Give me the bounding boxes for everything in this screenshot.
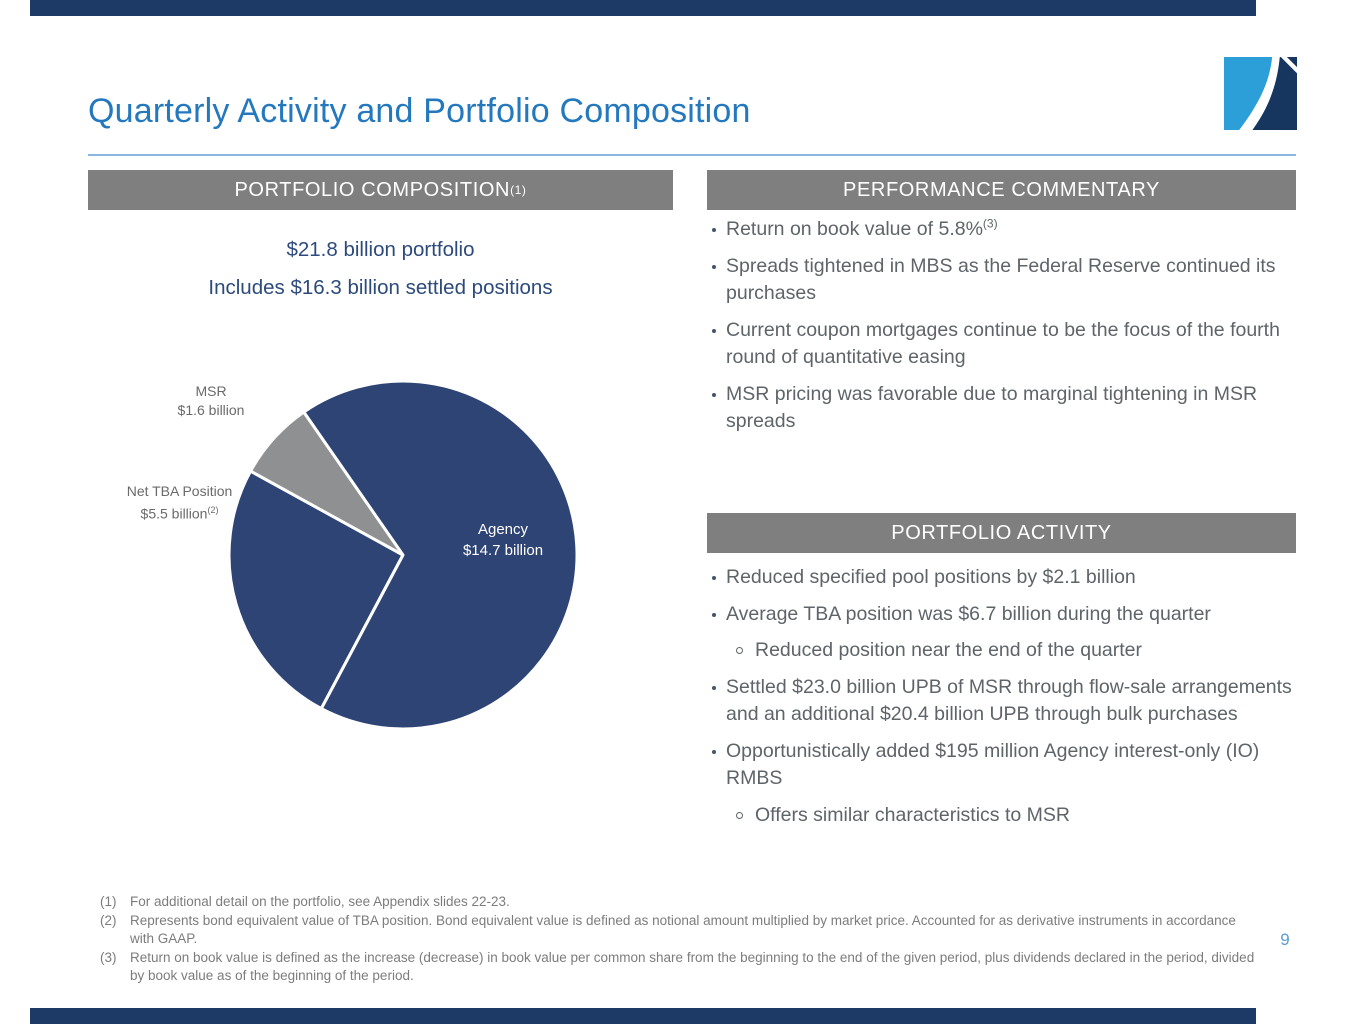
- bullet-item: Return on book value of 5.8%(3): [709, 216, 1299, 244]
- bullet-item: MSR pricing was favorable due to margina…: [709, 381, 1299, 436]
- bottom-accent-bar: [30, 1008, 1256, 1024]
- portfolio-settled-line: Includes $16.3 billion settled positions: [208, 276, 553, 299]
- bullet-dot-icon: [712, 576, 716, 580]
- portfolio-pie-chart: [226, 378, 580, 732]
- pie-label-net-tba: Net TBA Position $5.5 billion(2): [112, 482, 247, 524]
- sub-bullet-item: Offers similar characteristics to MSR: [709, 802, 1299, 830]
- bullet-item: Average TBA position was $6.7 billion du…: [709, 601, 1299, 629]
- bullet-item: Spreads tightened in MBS as the Federal …: [709, 253, 1299, 308]
- footnote-3: (3) Return on book value is defined as t…: [100, 949, 1255, 984]
- bullet-dot-icon: [712, 685, 716, 690]
- sub-bullet-item: Reduced position near the end of the qua…: [709, 637, 1299, 665]
- portfolio-composition-title: PORTFOLIO COMPOSITION: [234, 178, 511, 201]
- bullet-item: Settled $23.0 billion UPB of MSR through…: [709, 674, 1299, 729]
- performance-commentary-title: PERFORMANCE COMMENTARY: [843, 178, 1160, 201]
- top-accent-bar: [30, 0, 1256, 16]
- activity-bullet-list: Reduced specified pool positions by $2.1…: [709, 564, 1299, 838]
- bullet-dot-icon: [712, 749, 716, 754]
- footnote-2: (2) Represents bond equivalent value of …: [100, 912, 1236, 947]
- performance-bullet-list: Return on book value of 5.8%(3) Spreads …: [709, 216, 1299, 445]
- bullet-dot-icon: [712, 328, 716, 333]
- pie-slice-net-tba-position: [227, 469, 405, 711]
- net-tba-value: $5.5 billion(2): [140, 505, 219, 522]
- page-title: Quarterly Activity and Portfolio Composi…: [88, 92, 751, 130]
- bullet-item: Opportunistically added $195 million Age…: [709, 738, 1299, 793]
- bullet-item: Reduced specified pool positions by $2.1…: [709, 564, 1299, 592]
- footnote-ref-3: (3): [982, 216, 998, 231]
- pie-label-agency: Agency $14.7 billion: [433, 519, 573, 561]
- sub-bullet-circle-icon: [736, 811, 743, 819]
- agency-value: $14.7 billion: [462, 542, 544, 559]
- bullet-dot-icon: [712, 264, 716, 269]
- sub-bullet-circle-icon: [736, 647, 743, 654]
- footnote-ref-2: (2): [207, 505, 219, 515]
- msr-label: MSR: [195, 383, 227, 399]
- bullet-dot-icon: [712, 392, 716, 397]
- pie-slice-agency: [302, 379, 579, 731]
- portfolio-total-line: $21.8 billion portfolio: [286, 238, 475, 261]
- pie-label-msr: MSR $1.6 billion: [146, 382, 276, 420]
- company-logo-icon: [1224, 57, 1297, 130]
- agency-label: Agency: [477, 521, 529, 538]
- portfolio-composition-header: PORTFOLIO COMPOSITION (1): [88, 170, 673, 210]
- net-tba-label: Net TBA Position: [126, 483, 233, 499]
- msr-value: $1.6 billion: [177, 402, 245, 418]
- footnotes-block: (1) For additional detail on the portfol…: [100, 893, 1260, 986]
- portfolio-activity-header: PORTFOLIO ACTIVITY: [707, 513, 1296, 553]
- page-number: 9: [1280, 930, 1290, 949]
- bullet-dot-icon: [712, 612, 716, 617]
- title-divider: [88, 154, 1296, 156]
- bullet-dot-icon: [712, 228, 716, 232]
- footnote-1: (1) For additional detail on the portfol…: [100, 894, 510, 909]
- bullet-item: Current coupon mortgages continue to be …: [709, 317, 1299, 372]
- performance-commentary-header: PERFORMANCE COMMENTARY: [707, 170, 1296, 210]
- portfolio-activity-title: PORTFOLIO ACTIVITY: [891, 521, 1112, 544]
